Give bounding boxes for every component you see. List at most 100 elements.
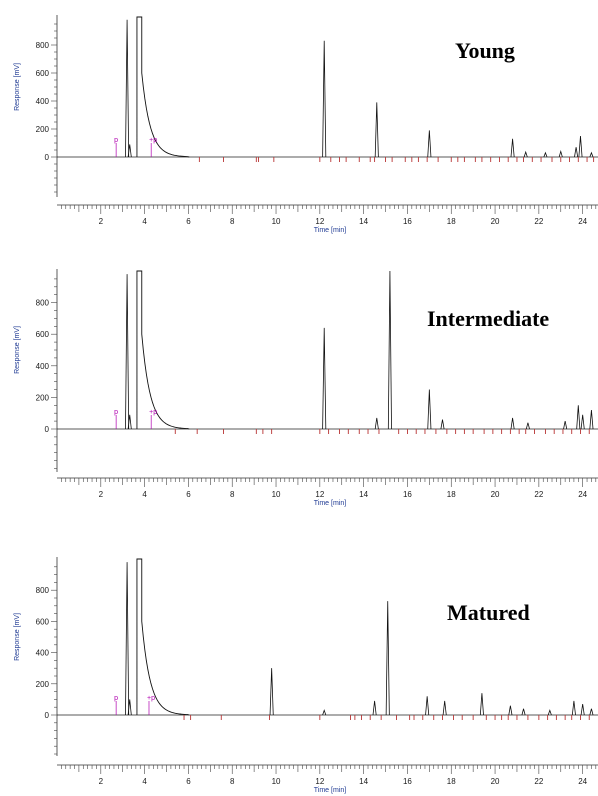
peak — [127, 144, 132, 158]
peak — [576, 405, 581, 430]
x-tick-label: 8 — [230, 217, 235, 226]
x-tick-label: 20 — [491, 490, 500, 499]
x-tick-label: 2 — [99, 490, 104, 499]
x-tick-label: 14 — [359, 217, 368, 226]
peak — [442, 700, 447, 716]
y-tick-label: 600 — [36, 69, 50, 78]
peak — [387, 270, 392, 430]
x-tick-label: 8 — [230, 490, 235, 499]
y-tick-label: 200 — [36, 393, 50, 402]
peak — [127, 699, 132, 716]
x-tick-label: 22 — [534, 217, 543, 226]
y-axis-title: Response [mV] — [14, 613, 21, 661]
y-tick-label: 200 — [36, 680, 50, 689]
event-marker-label: +p — [147, 695, 155, 702]
x-tick-label: 12 — [315, 217, 324, 226]
peak — [372, 700, 377, 716]
peak — [510, 417, 515, 430]
peak — [385, 601, 390, 716]
solvent-peak — [136, 558, 190, 716]
peak — [558, 149, 563, 158]
y-tick-label: 600 — [36, 617, 50, 626]
solvent-peak — [136, 16, 190, 158]
x-tick-label: 10 — [272, 490, 281, 499]
x-tick-label: 22 — [534, 777, 543, 786]
x-tick-label: 10 — [272, 217, 281, 226]
x-tick-label: 16 — [403, 490, 412, 499]
peak — [440, 419, 445, 430]
panel-title: Intermediate — [427, 306, 549, 331]
y-tick-label: 800 — [36, 586, 50, 595]
x-tick-label: 16 — [403, 777, 412, 786]
x-tick-label: 4 — [142, 217, 147, 226]
x-tick-label: 6 — [186, 217, 191, 226]
peak — [580, 704, 585, 716]
peak — [322, 327, 327, 430]
y-tick-label: 400 — [36, 97, 50, 106]
x-tick-label: 12 — [315, 777, 324, 786]
x-axis-title: Time [min] — [314, 227, 346, 234]
peak — [547, 709, 552, 716]
x-tick-label: 6 — [186, 777, 191, 786]
peak — [510, 138, 515, 158]
y-tick-label: 400 — [36, 362, 50, 371]
solvent-peak — [136, 270, 190, 430]
event-marker-label: p — [114, 409, 118, 416]
event-marker-label: p — [114, 137, 118, 144]
peak — [127, 414, 132, 430]
peak — [589, 151, 594, 158]
x-tick-label: 18 — [447, 217, 456, 226]
x-tick-label: 4 — [142, 777, 147, 786]
y-axis-title: Response [mV] — [14, 326, 21, 374]
y-tick-label: 400 — [36, 649, 50, 658]
x-tick-label: 20 — [491, 217, 500, 226]
y-tick-label: 0 — [45, 153, 50, 162]
peak — [574, 147, 579, 158]
x-tick-label: 14 — [359, 777, 368, 786]
x-tick-label: 18 — [447, 490, 456, 499]
x-tick-label: 4 — [142, 490, 147, 499]
peak — [589, 708, 594, 716]
peak — [578, 135, 583, 158]
y-axis-title: Response [mV] — [14, 63, 21, 111]
x-tick-label: 12 — [315, 490, 324, 499]
peak — [589, 410, 594, 430]
peak — [125, 19, 130, 158]
event-marker-label: p — [114, 695, 118, 702]
peak — [427, 389, 432, 430]
peak — [571, 700, 576, 716]
x-axis-title: Time [min] — [314, 500, 346, 507]
x-tick-label: 16 — [403, 217, 412, 226]
peak — [425, 696, 430, 716]
y-tick-label: 0 — [45, 425, 50, 434]
x-tick-label: 6 — [186, 490, 191, 499]
event-marker-label: +p — [149, 137, 157, 144]
x-tick-label: 22 — [534, 490, 543, 499]
peak — [125, 562, 130, 716]
peak — [479, 693, 484, 716]
peak — [580, 414, 585, 430]
peak — [525, 422, 530, 430]
x-tick-label: 8 — [230, 777, 235, 786]
x-axis-title: Time [min] — [314, 787, 346, 794]
x-tick-label: 14 — [359, 490, 368, 499]
x-tick-label: 24 — [578, 490, 587, 499]
peak — [508, 705, 513, 716]
peak — [427, 130, 432, 158]
panel-title: Young — [455, 38, 515, 63]
x-tick-label: 24 — [578, 217, 587, 226]
x-tick-label: 20 — [491, 777, 500, 786]
y-tick-label: 0 — [45, 711, 50, 720]
y-tick-label: 800 — [36, 41, 50, 50]
peak — [543, 151, 548, 158]
x-tick-label: 24 — [578, 777, 587, 786]
peak — [374, 417, 379, 430]
x-tick-label: 10 — [272, 777, 281, 786]
peak — [374, 102, 379, 158]
x-tick-label: 2 — [99, 777, 104, 786]
peak — [521, 708, 526, 716]
